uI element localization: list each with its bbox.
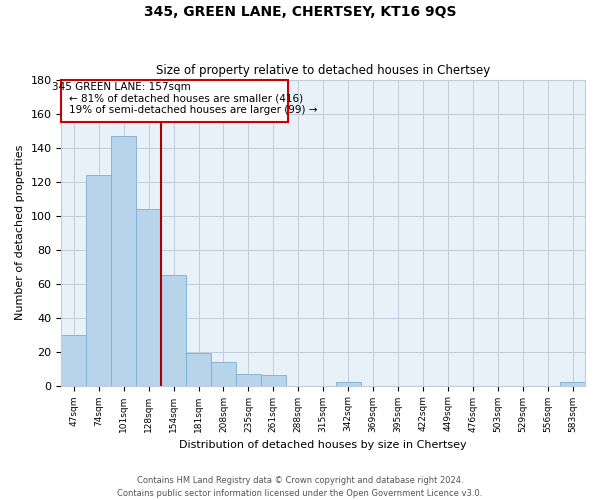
Bar — [186, 354, 211, 386]
Title: Size of property relative to detached houses in Chertsey: Size of property relative to detached ho… — [156, 64, 490, 77]
Bar — [261, 376, 286, 386]
Y-axis label: Number of detached properties: Number of detached properties — [15, 145, 25, 320]
Text: 345, GREEN LANE, CHERTSEY, KT16 9QS: 345, GREEN LANE, CHERTSEY, KT16 9QS — [144, 5, 456, 19]
Bar — [111, 136, 136, 386]
Text: Contains HM Land Registry data © Crown copyright and database right 2024.
Contai: Contains HM Land Registry data © Crown c… — [118, 476, 482, 498]
Text: ← 81% of detached houses are smaller (416): ← 81% of detached houses are smaller (41… — [69, 94, 303, 104]
Bar — [236, 374, 261, 386]
Bar — [161, 275, 186, 386]
Bar — [136, 209, 161, 386]
FancyBboxPatch shape — [61, 80, 288, 122]
Text: 345 GREEN LANE: 157sqm: 345 GREEN LANE: 157sqm — [52, 82, 191, 92]
Bar — [335, 382, 361, 386]
Bar — [61, 334, 86, 386]
Text: 19% of semi-detached houses are larger (99) →: 19% of semi-detached houses are larger (… — [69, 105, 317, 115]
X-axis label: Distribution of detached houses by size in Chertsey: Distribution of detached houses by size … — [179, 440, 467, 450]
Bar — [86, 175, 111, 386]
Bar — [211, 362, 236, 386]
Bar — [560, 382, 585, 386]
